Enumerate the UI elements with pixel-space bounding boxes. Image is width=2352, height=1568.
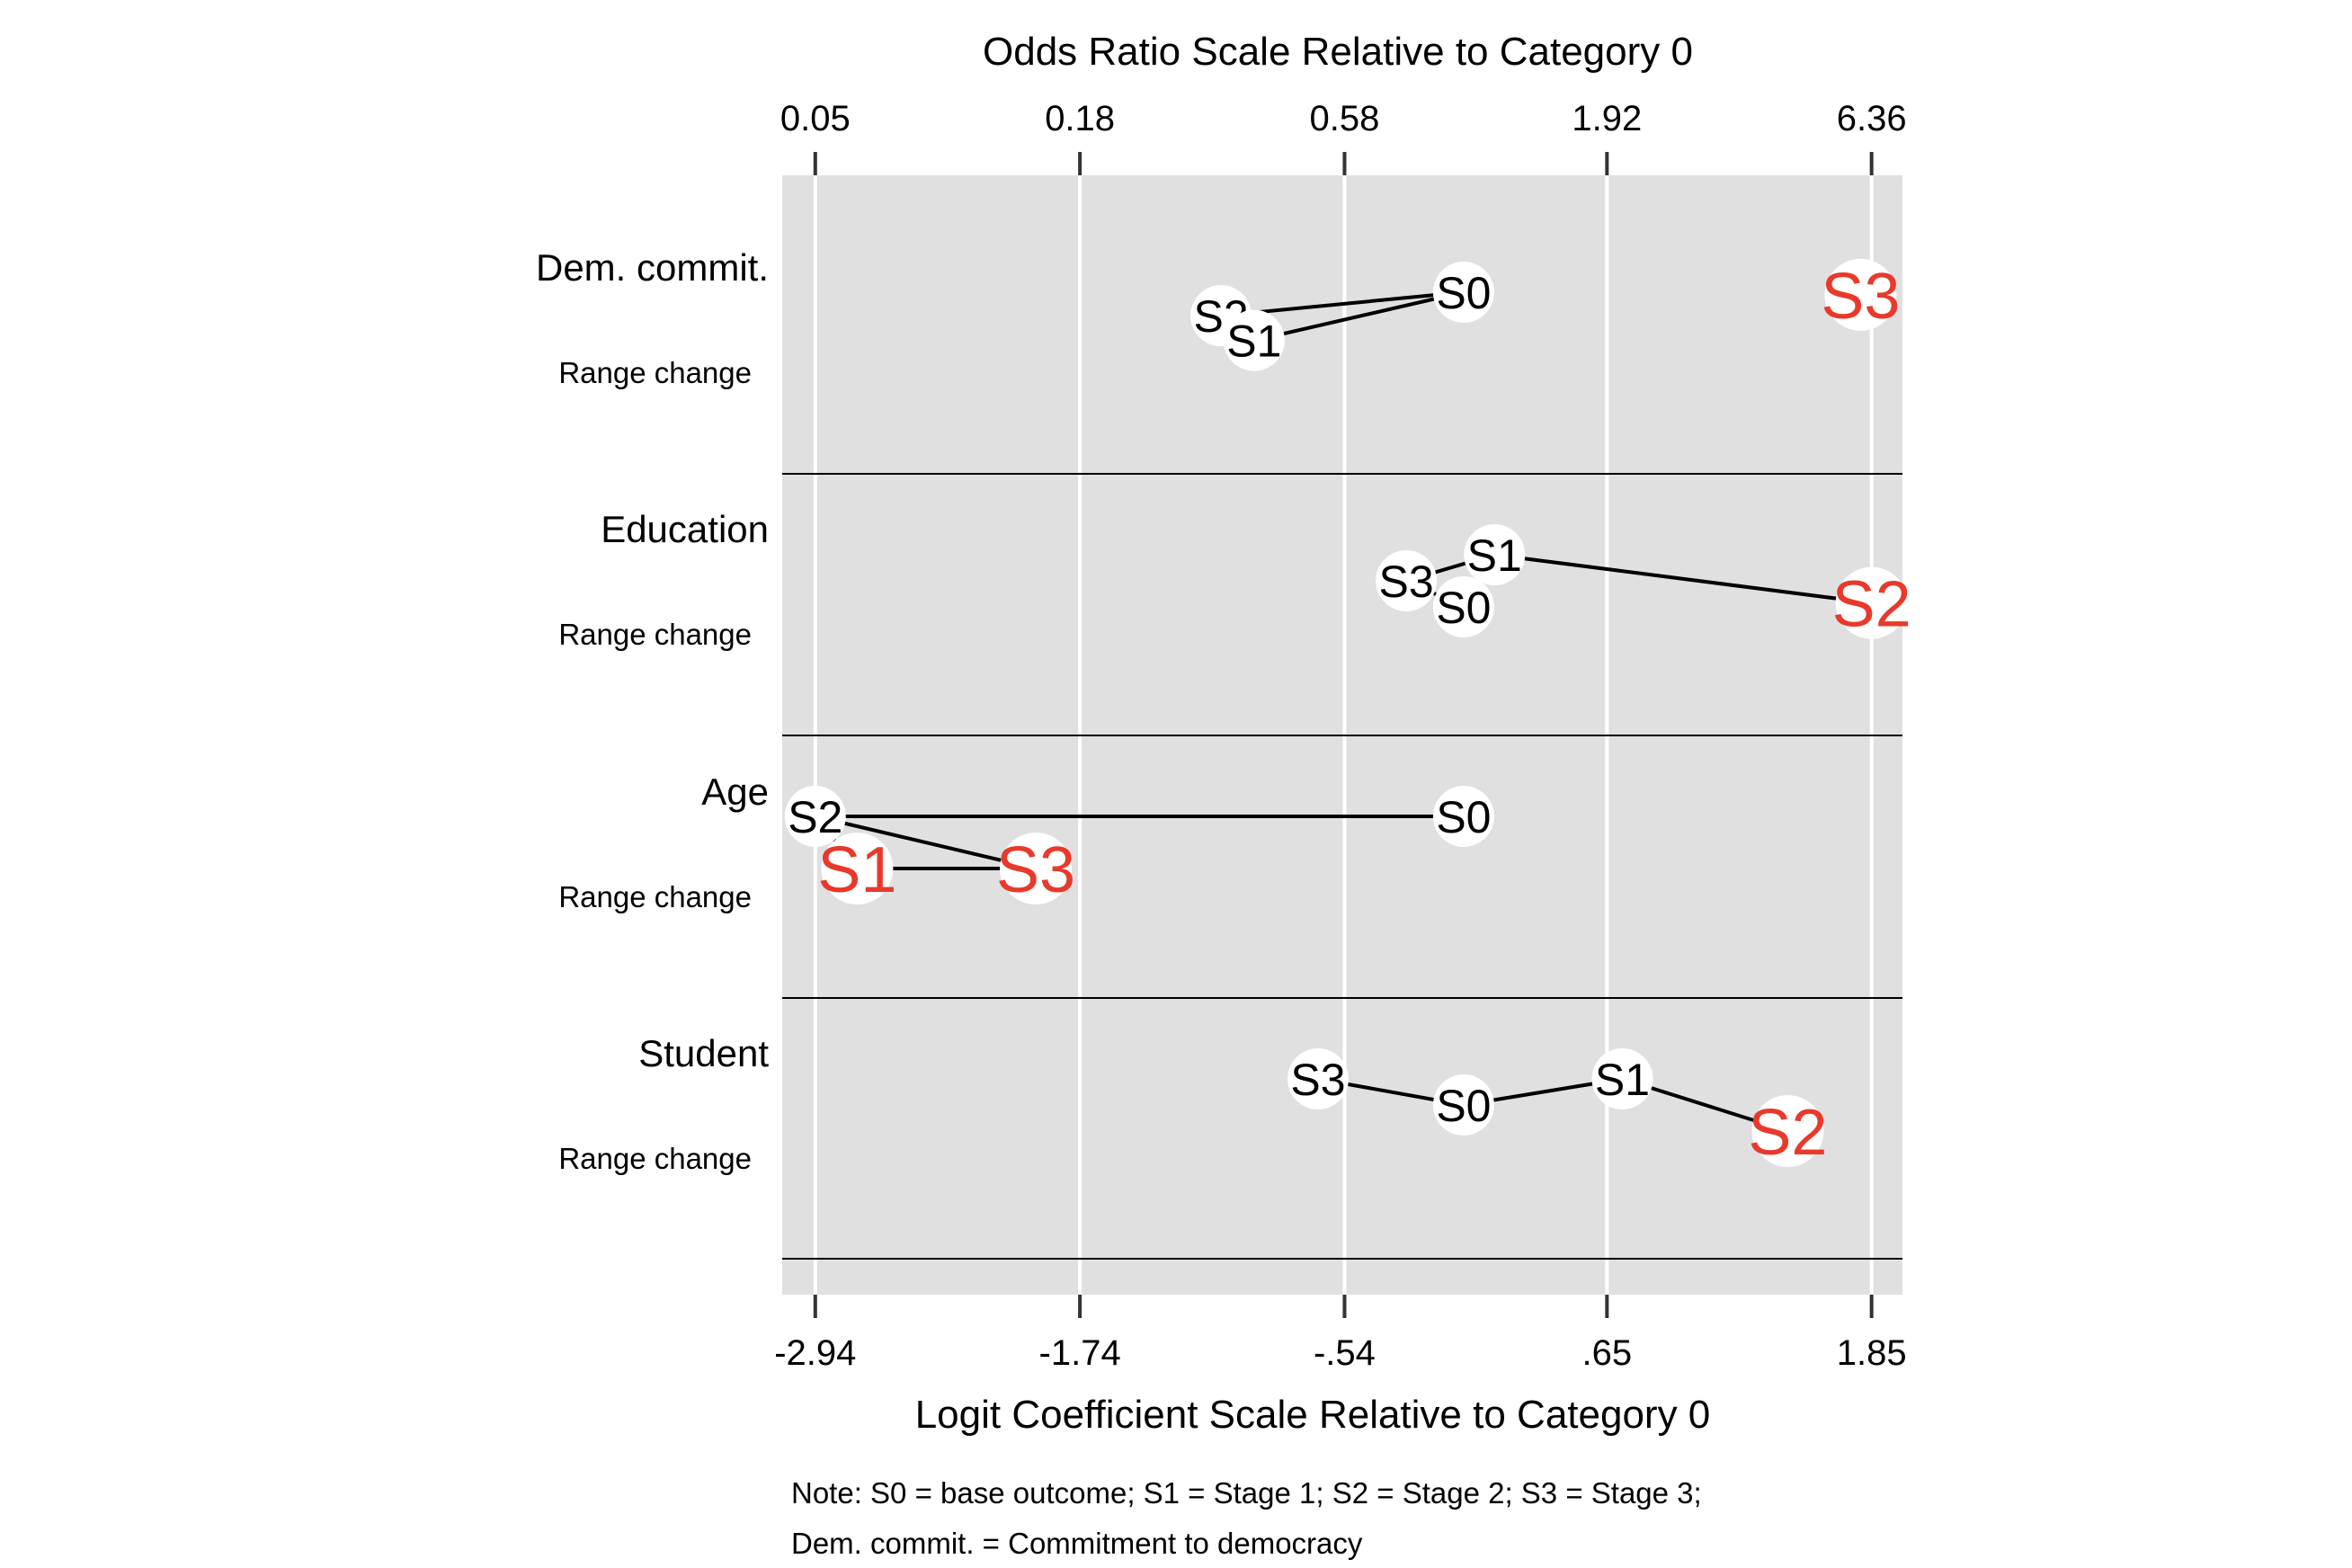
bottom-tick-label: 1.85 xyxy=(1837,1333,1907,1373)
range-change-label: Range change xyxy=(558,356,752,389)
connector-line xyxy=(1253,290,1465,343)
panel-name-label: Age xyxy=(701,771,769,813)
top-tick-label: 1.92 xyxy=(1572,99,1642,138)
range-change-label: Range change xyxy=(558,880,752,913)
outcome-marker-s2: S2 xyxy=(1832,569,1911,641)
bottom-tick-label: .65 xyxy=(1582,1333,1633,1373)
outcome-marker-s1: S1 xyxy=(1226,316,1281,367)
bottom-tick-label: -.54 xyxy=(1314,1333,1376,1373)
outcome-marker-s3: S3 xyxy=(1379,557,1434,607)
bottom-tick-label: -1.74 xyxy=(1039,1333,1121,1373)
marker-background xyxy=(821,833,894,904)
panel-name-label: Education xyxy=(601,508,769,550)
marker-background xyxy=(1432,576,1494,637)
connector-line xyxy=(815,815,1037,870)
bottom-axis-title: Logit Coefficient Scale Relative to Cate… xyxy=(915,1393,1711,1437)
outcome-marker-s3: S3 xyxy=(1821,261,1900,333)
marker-background xyxy=(1432,262,1494,323)
outcome-marker-s0: S0 xyxy=(1436,792,1491,842)
outcome-marker-s3: S3 xyxy=(1290,1055,1345,1105)
marker-background xyxy=(1591,1048,1653,1109)
marker-background xyxy=(1432,786,1494,847)
top-axis: 0.05 0.18 0.58 1.92 6.36 xyxy=(780,99,1907,175)
panel-labels: Dem. commit. Range change Education Range c… xyxy=(536,246,769,1175)
marker-background xyxy=(1287,1048,1350,1109)
marker-background xyxy=(1835,566,1908,639)
bottom-tick-label: -2.94 xyxy=(774,1333,856,1373)
outcome-marker-s0: S0 xyxy=(1436,1081,1491,1131)
top-axis-title: Odds Ratio Scale Relative to Category 0 xyxy=(983,30,1693,74)
marker-background xyxy=(1432,1074,1494,1136)
outcome-marker-s1: S1 xyxy=(817,834,896,906)
outcome-marker-s1: S1 xyxy=(1467,530,1522,581)
bottom-axis: -2.94 -1.74 -.54 .65 1.85 xyxy=(774,1295,1907,1373)
marker-background xyxy=(1000,833,1073,904)
note-line-2: Dem. commit. = Commitment to democracy xyxy=(791,1527,1363,1560)
panel-name-label: Student xyxy=(638,1032,769,1074)
note-line-1: Note: S0 = base outcome; S1 = Stage 1; S… xyxy=(791,1476,1702,1510)
top-tick-label: 0.58 xyxy=(1310,99,1380,138)
top-tick-label: 6.36 xyxy=(1837,99,1907,138)
marker-background xyxy=(1464,524,1526,585)
top-tick-label: 0.18 xyxy=(1045,99,1115,138)
connector-line xyxy=(1493,553,1872,605)
outcome-marker-s2: S2 xyxy=(1748,1097,1827,1169)
outcome-marker-s2: S2 xyxy=(788,792,842,842)
panel-name-label: Dem. commit. xyxy=(536,246,769,289)
marker-background xyxy=(1824,258,1897,331)
marker-background xyxy=(1751,1095,1824,1167)
outcome-marker-s0: S0 xyxy=(1436,268,1491,318)
marker-background xyxy=(1223,309,1285,371)
marker-background xyxy=(784,786,846,847)
marker-background xyxy=(1376,550,1438,611)
outcome-marker-s0: S0 xyxy=(1436,583,1491,633)
range-change-label: Range change xyxy=(558,618,752,651)
panel-separators xyxy=(782,473,1902,1260)
range-change-label: Range change xyxy=(558,1142,752,1175)
outcome-marker-s3: S3 xyxy=(996,834,1075,906)
top-tick-label: 0.05 xyxy=(780,99,851,138)
outcome-marker-s1: S1 xyxy=(1595,1055,1650,1105)
